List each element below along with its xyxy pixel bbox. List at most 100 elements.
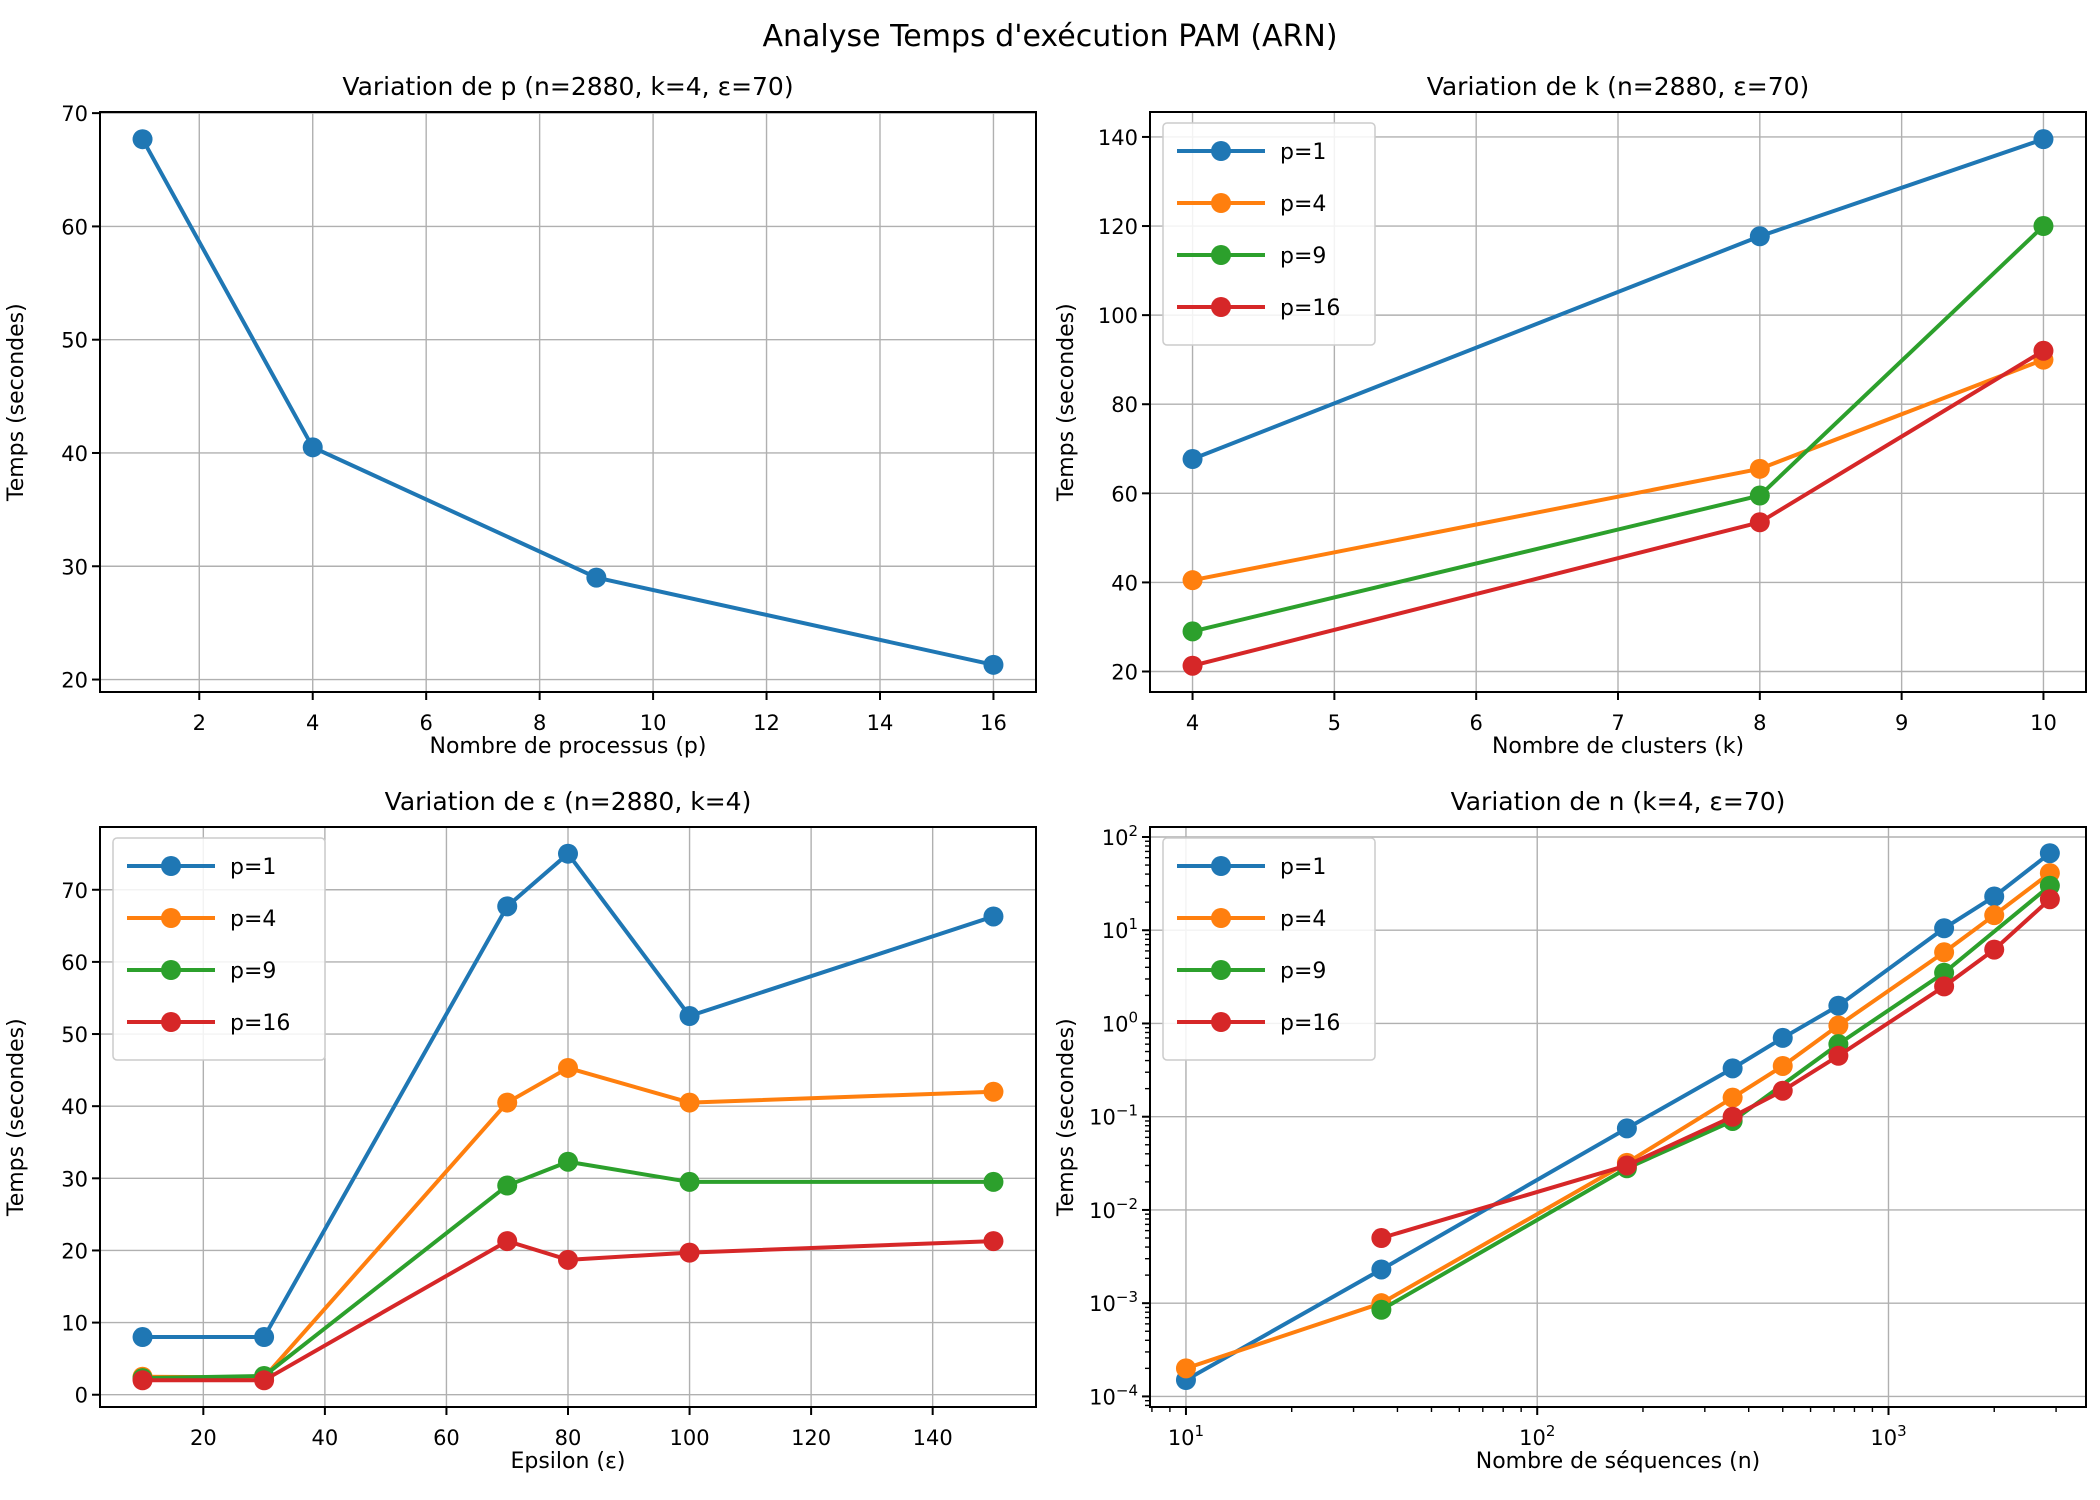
y-tick-label: 60 [1111, 482, 1138, 506]
series-line-p=9 [140, 1159, 996, 1381]
x-axis-label: Nombre de séquences (n) [1475, 1449, 1761, 1474]
series-line-p=1 [140, 137, 996, 667]
legend-box [1162, 122, 1376, 346]
data-point-p=4 [1934, 942, 1955, 963]
x-tick-label: 6 [419, 711, 432, 735]
y-tick-label: 101 [1102, 915, 1138, 943]
data-point-p=16 [1616, 1155, 1637, 1176]
data-point-p=1 [132, 1327, 153, 1348]
data-point-p=16 [679, 1242, 700, 1263]
x-tick-label: 80 [555, 1426, 582, 1450]
data-point-p=16 [2033, 340, 2054, 361]
legend-marker [1211, 245, 1231, 265]
subplot-variation-n: Variation de n (k=4, ε=70) 101 102 103 10−4… [1050, 775, 2100, 1500]
y-tick-label: 70 [61, 102, 88, 126]
y-tick-label: 50 [61, 1023, 88, 1047]
y-tick-label: 20 [61, 1239, 88, 1263]
data-point-p=1 [302, 437, 323, 458]
legend-label: p=9 [1280, 959, 1326, 984]
x-tick-label: 60 [433, 1426, 460, 1450]
x-tick-label: 8 [1753, 711, 1766, 735]
y-tick-label: 0 [75, 1384, 88, 1408]
data-point-p=16 [1934, 976, 1955, 997]
y-tick-label: 10 [61, 1312, 88, 1336]
figure-title: Analyse Temps d'exécution PAM (ARN) [762, 19, 1338, 54]
x-tick-label: 20 [190, 1426, 217, 1450]
x-tick-label: 10 [640, 711, 667, 735]
x-tick-label: 6 [1469, 711, 1482, 735]
y-tick-label: 10−4 [1089, 1381, 1138, 1409]
subplot-variation-k: Variation de k (n=2880, ε=70) 4 5 6 7 8 9 10 20… [1050, 60, 2100, 775]
x-tick-label: 100 [670, 1426, 710, 1450]
legend-label: p=9 [230, 959, 276, 984]
legend-label: p=4 [230, 907, 276, 932]
data-point-p=4 [1749, 458, 1770, 479]
data-point-p=9 [558, 1151, 578, 1172]
data-point-p=1 [1371, 1259, 1392, 1280]
data-point-p=1 [1749, 226, 1770, 247]
x-tick-label: 120 [791, 1426, 831, 1450]
y-tick-label: 100 [1098, 304, 1138, 328]
legend-label: p=1 [230, 855, 276, 880]
x-tick-label: 7 [1611, 711, 1624, 735]
series-line-p=16 [140, 1239, 996, 1383]
data-point-p=16 [497, 1231, 518, 1252]
legend-label: p=1 [1280, 140, 1326, 165]
legend-marker [161, 960, 181, 980]
data-point-p=16 [1182, 655, 1203, 676]
data-point-p=1 [983, 654, 1004, 675]
x-tick-label: 4 [306, 711, 319, 735]
legend-label: p=16 [1280, 296, 1340, 321]
x-tick-label: 102 [1519, 1422, 1555, 1450]
legend-label: p=4 [1280, 192, 1326, 217]
data-point-p=16 [1828, 1045, 1849, 1066]
y-tick-label: 40 [1111, 571, 1138, 595]
subplot-title: Variation de n (k=4, ε=70) [1450, 787, 1786, 816]
subplot-variation-p: Variation de p (n=2880, k=4, ε=70) 2 4 6 8 1… [0, 60, 1050, 775]
x-tick-label: 8 [533, 711, 546, 735]
data-point-p=4 [1175, 1358, 1196, 1379]
x-tick-label: 12 [753, 711, 780, 735]
legend-marker [1211, 960, 1231, 980]
y-tick-label: 120 [1098, 215, 1138, 239]
plot-canvas-variation-k: 4 5 6 7 8 9 10 20 40 60 80 100 120 140 p=1 p=4 p=9 p=16 [1098, 111, 2087, 735]
data-point-p=1 [2033, 129, 2054, 150]
plot-canvas-variation-n: 101 102 103 10−4 10−3 10−2 10−1 100 101 102 p=1 p=4… [1089, 822, 2087, 1450]
data-point-p=4 [1828, 1015, 1849, 1036]
y-tick-label: 10−2 [1089, 1195, 1138, 1223]
data-point-p=9 [1182, 621, 1203, 642]
y-tick-label: 20 [1111, 661, 1138, 685]
legend-marker [161, 1012, 181, 1032]
data-point-p=16 [1984, 939, 2005, 960]
data-point-p=4 [1772, 1055, 1793, 1076]
data-point-p=4 [1722, 1087, 1743, 1108]
series-line-p=16 [1379, 897, 2052, 1241]
data-point-p=1 [1772, 1027, 1793, 1048]
x-tick-label: 40 [312, 1426, 339, 1450]
y-tick-label: 60 [61, 951, 88, 975]
legend-marker [1211, 1012, 1231, 1032]
data-point-p=1 [254, 1327, 275, 1348]
x-axis-label: Nombre de processus (p) [429, 734, 707, 759]
legend-marker [161, 856, 181, 876]
legend-label: p=16 [230, 1011, 290, 1036]
legend-label: p=16 [1280, 1011, 1340, 1036]
x-tick-label: 101 [1168, 1422, 1204, 1450]
x-tick-label: 14 [867, 711, 894, 735]
subplot-title: Variation de k (n=2880, ε=70) [1426, 72, 1810, 101]
data-point-p=1 [983, 906, 1004, 927]
x-tick-label: 140 [913, 1426, 953, 1450]
legend-label: p=9 [1280, 244, 1326, 269]
data-point-p=16 [558, 1249, 578, 1270]
data-point-p=16 [1722, 1106, 1743, 1127]
data-point-p=16 [254, 1370, 275, 1391]
data-point-p=9 [1749, 485, 1770, 506]
y-tick-label: 140 [1098, 126, 1138, 150]
legend-marker [1211, 141, 1231, 161]
legend-marker [1211, 856, 1231, 876]
x-tick-label: 2 [193, 711, 206, 735]
legend-box [1162, 837, 1376, 1061]
x-tick-label: 16 [980, 711, 1007, 735]
data-point-p=1 [1984, 886, 2005, 907]
